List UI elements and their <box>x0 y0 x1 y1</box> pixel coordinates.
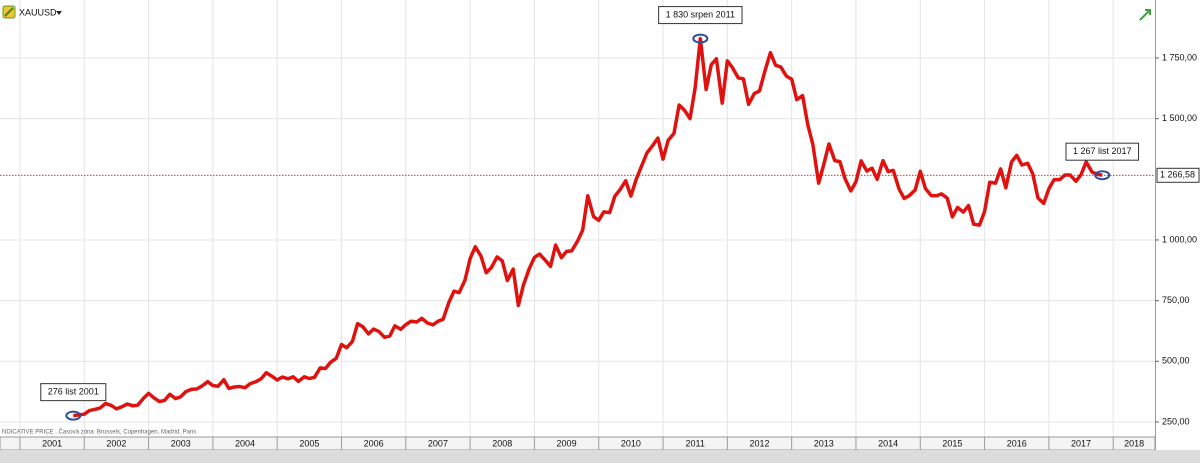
x-tick-label: 2010 <box>621 438 641 448</box>
x-tick-label: 2013 <box>814 438 834 448</box>
x-tick-label: 2009 <box>557 438 577 448</box>
x-tick-label: 2018 <box>1124 438 1144 448</box>
bottom-bar <box>0 450 1200 463</box>
annotation-box <box>658 6 743 25</box>
symbol-dropdown[interactable] <box>56 11 62 15</box>
trend-icon[interactable] <box>1139 9 1151 21</box>
y-tick-label: 250,00 <box>1162 416 1190 426</box>
x-tick-label: 2002 <box>106 438 126 448</box>
x-tick-label: 2005 <box>299 438 319 448</box>
annotation-marker <box>1094 170 1111 181</box>
x-tick-label: 2017 <box>1071 438 1091 448</box>
x-tick-label: 2014 <box>878 438 898 448</box>
y-axis-panel <box>1155 0 1200 450</box>
symbol-icon-mark <box>4 7 14 17</box>
y-tick-label: 750,00 <box>1162 295 1190 305</box>
y-axis: 250,00 500,00 750,00 1 000,00 1 500,00 1 750,… <box>1155 52 1197 426</box>
price-label-box <box>1156 167 1200 183</box>
x-tick-label: 2012 <box>749 438 769 448</box>
y-tick-label: 1 750,00 <box>1162 52 1197 62</box>
x-tick-label: 2001 <box>42 438 62 448</box>
price-series-line <box>73 36 1103 418</box>
x-tick-label: 2004 <box>235 438 255 448</box>
annotation-label: 1 267 list 2017 <box>1073 146 1132 156</box>
annotation-marker <box>692 33 709 44</box>
x-tick-label: 2016 <box>1007 438 1027 448</box>
annotations: 276 list 2001 1 830 srpen 2011 1 267 list … <box>40 6 1140 421</box>
x-tick-label: 2003 <box>171 438 191 448</box>
y-tick-label: 500,00 <box>1162 356 1190 366</box>
y-tick-label: 1 000,00 <box>1162 234 1197 244</box>
footer-note: NDICATIVE PRICE . Časová zóna: Brussels,… <box>2 429 196 436</box>
annotation-box <box>40 383 107 402</box>
x-tick-label: 2007 <box>428 438 448 448</box>
price-label: 1 266,58 <box>1160 170 1195 180</box>
annotation-label: 276 list 2001 <box>48 387 99 397</box>
grid <box>0 0 1155 437</box>
x-tick-label: 2006 <box>364 438 384 448</box>
annotation-box <box>1065 142 1140 161</box>
y-tick-label: 1 500,00 <box>1162 113 1197 123</box>
x-tick-label: 2008 <box>492 438 512 448</box>
x-axis: 2001 2002 2003 2004 2005 2006 2007 2008 2009 2010… <box>19 437 1144 450</box>
x-tick-label: 2011 <box>686 438 705 448</box>
annotation-label: 1 830 srpen 2011 <box>666 9 735 19</box>
plot <box>0 36 1155 418</box>
symbol-name[interactable]: XAUUSD <box>19 7 57 17</box>
x-tick-label: 2015 <box>942 438 962 448</box>
annotation-marker <box>65 410 82 421</box>
